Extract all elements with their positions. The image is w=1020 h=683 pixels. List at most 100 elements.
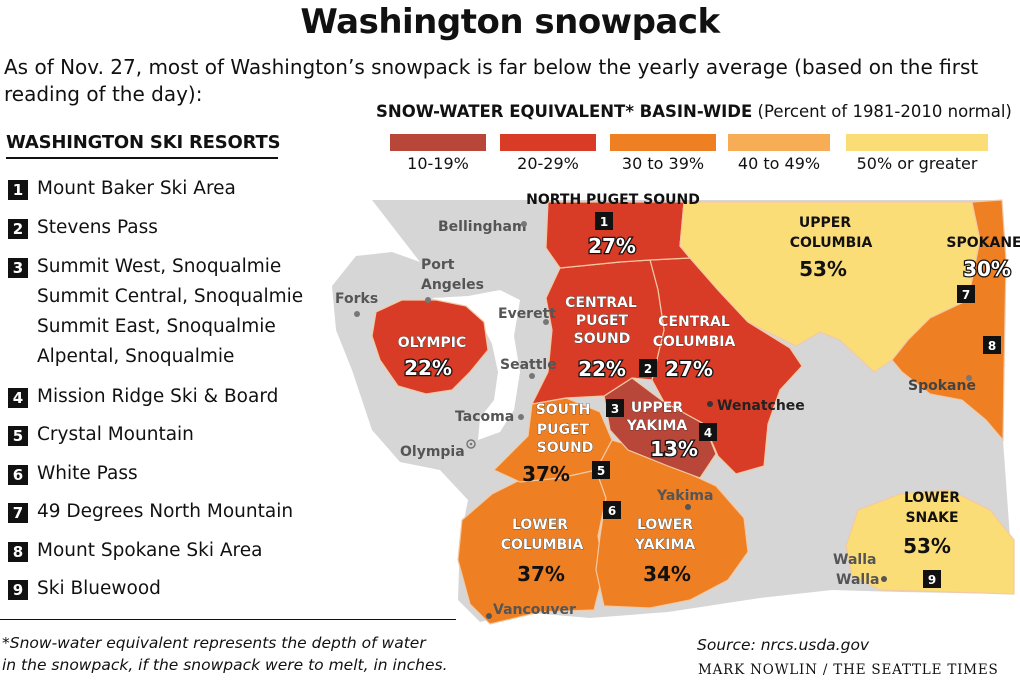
author-credit: MARK NOWLIN / THE SEATTLE TIMES bbox=[698, 662, 999, 678]
region-name-lower-columbia: COLUMBIA bbox=[501, 537, 584, 553]
resort-item-1: 1 Mount Baker Ski Area bbox=[8, 178, 236, 204]
region-percent-lower-columbia: 37% bbox=[517, 562, 565, 586]
resort-item-9: 9 Ski Bluewood bbox=[8, 578, 161, 604]
resorts-divider bbox=[6, 157, 278, 159]
region-olympic bbox=[371, 299, 489, 395]
legend-label-10-19: 10-19% bbox=[407, 154, 469, 173]
resort-name: Alpental, Snoqualmie bbox=[37, 346, 235, 367]
city-dot-olympia bbox=[466, 439, 476, 449]
resort-marker-number: 5 bbox=[597, 464, 605, 478]
resort-number: 8 bbox=[8, 542, 28, 562]
resort-name: Ski Bluewood bbox=[37, 578, 161, 599]
city-dot-bellingham bbox=[521, 221, 527, 227]
resort-name: Mount Baker Ski Area bbox=[37, 178, 236, 199]
legend-label-50-plus: 50% or greater bbox=[856, 154, 978, 173]
resort-marker-7: 7 bbox=[957, 285, 975, 303]
footnote-line: *Snow-water equivalent represents the de… bbox=[2, 634, 426, 652]
footnote-divider bbox=[0, 619, 456, 620]
region-name-spokane: SPOKANE bbox=[946, 235, 1020, 251]
city-dot-wenatchee bbox=[707, 401, 713, 407]
resort-name: Summit Central, Snoqualmie bbox=[37, 286, 304, 307]
region-name-central-puget: PUGET bbox=[576, 313, 629, 329]
resort-name: Mission Ridge Ski & Board bbox=[37, 386, 279, 407]
city-label-tacoma: Tacoma bbox=[455, 409, 514, 425]
city-label-bellingham: Bellingham bbox=[438, 219, 527, 235]
legend-swatch-30-39 bbox=[610, 134, 716, 151]
region-name-south-puget: SOUND bbox=[537, 440, 594, 456]
subtitle: As of Nov. 27, most of Washington’s snow… bbox=[4, 55, 979, 106]
region-name-south-puget: PUGET bbox=[537, 422, 590, 438]
resort-name: White Pass bbox=[37, 463, 138, 484]
region-name-central-puget: SOUND bbox=[574, 331, 631, 347]
legend-label-20-29: 20-29% bbox=[517, 154, 579, 173]
region-central-puget bbox=[530, 259, 665, 405]
footnote: *Snow-water equivalent represents the de… bbox=[2, 632, 448, 676]
region-name-central-columbia: CENTRAL bbox=[658, 314, 730, 330]
resort-number: 5 bbox=[8, 426, 28, 446]
resort-number: 9 bbox=[8, 580, 28, 600]
region-name-south-puget: SOUTH bbox=[536, 402, 591, 418]
resort-marker-number: 3 bbox=[611, 402, 619, 416]
city-dot-walla-walla bbox=[881, 576, 887, 582]
resort-marker-6: 6 bbox=[603, 501, 621, 519]
city-dot-seattle bbox=[529, 373, 535, 379]
city-label-walla-walla: Walla bbox=[833, 552, 876, 568]
resort-number: 7 bbox=[8, 503, 28, 523]
resort-number: 1 bbox=[8, 180, 28, 200]
city-label-wenatchee: Wenatchee bbox=[717, 398, 805, 414]
resort-item-6: 6 White Pass bbox=[8, 463, 138, 489]
city-dot-olympia-center bbox=[469, 442, 473, 446]
resort-marker-number: 6 bbox=[608, 504, 616, 518]
region-south-puget bbox=[492, 397, 613, 483]
resort-item-4: 4 Mission Ridge Ski & Board bbox=[8, 386, 278, 412]
region-name-lower-columbia: LOWER bbox=[512, 517, 568, 533]
puget-sound-water bbox=[432, 290, 520, 440]
resorts-title: WASHINGTON SKI RESORTS bbox=[6, 132, 281, 153]
resort-name: Summit West, Snoqualmie bbox=[37, 256, 282, 277]
legend-swatch-20-29 bbox=[500, 134, 596, 151]
region-name-lower-snake: SNAKE bbox=[905, 510, 958, 526]
region-percent-north-puget: 27% bbox=[588, 234, 636, 258]
region-percent-upper-yakima: 13% bbox=[650, 437, 698, 461]
region-name-north-puget: NORTH PUGET SOUND bbox=[526, 192, 700, 208]
city-label-yakima: Yakima bbox=[656, 488, 713, 504]
city-label-olympia: Olympia bbox=[400, 444, 465, 460]
region-percent-lower-snake: 53% bbox=[903, 534, 951, 558]
source-credit: Source: nrcs.usda.gov bbox=[697, 636, 870, 654]
region-percent-central-columbia: 27% bbox=[665, 357, 713, 381]
resort-marker-2: 2 bbox=[639, 359, 657, 377]
resort-number: 2 bbox=[8, 219, 28, 239]
city-label-port-angeles: Port bbox=[421, 257, 455, 273]
resort-marker-1: 1 bbox=[595, 212, 613, 230]
resort-marker-number: 7 bbox=[962, 288, 970, 302]
page-title: Washington snowpack bbox=[300, 2, 720, 42]
city-label-seattle: Seattle bbox=[500, 357, 557, 373]
city-dot-forks bbox=[354, 311, 360, 317]
region-percent-spokane: 30% bbox=[963, 257, 1011, 281]
resort-name: Mount Spokane Ski Area bbox=[37, 540, 263, 561]
region-name-upper-columbia: COLUMBIA bbox=[790, 235, 873, 251]
city-dot-spokane bbox=[966, 375, 972, 381]
resort-name: Stevens Pass bbox=[37, 217, 158, 238]
legend-title: SNOW-WATER EQUIVALENT* BASIN-WIDE (Perce… bbox=[376, 102, 1012, 121]
resort-marker-4: 4 bbox=[699, 423, 717, 441]
resort-number: 6 bbox=[8, 465, 28, 485]
legend-label-40-49: 40 to 49% bbox=[737, 154, 821, 173]
resort-marker-8: 8 bbox=[983, 336, 1001, 354]
legend-label-30-39: 30 to 39% bbox=[621, 154, 705, 173]
legend-title-rest: (Percent of 1981-2010 normal) bbox=[752, 102, 1012, 121]
region-spokane bbox=[891, 199, 1007, 442]
resort-name: Crystal Mountain bbox=[37, 424, 194, 445]
region-name-lower-snake: LOWER bbox=[904, 490, 960, 506]
resort-marker-5: 5 bbox=[592, 461, 610, 479]
resort-name: Summit East, Snoqualmie bbox=[37, 316, 276, 337]
resort-marker-number: 9 bbox=[928, 573, 936, 587]
resort-marker-number: 4 bbox=[704, 426, 712, 440]
region-percent-upper-columbia: 53% bbox=[799, 257, 847, 281]
resort-number: 3 bbox=[8, 258, 28, 278]
resort-item-5: 5 Crystal Mountain bbox=[8, 424, 194, 450]
resort-number: 4 bbox=[8, 388, 28, 408]
region-name-olympic: OLYMPIC bbox=[398, 335, 466, 351]
city-label-vancouver: Vancouver bbox=[493, 602, 576, 618]
resort-marker-3: 3 bbox=[606, 399, 624, 417]
